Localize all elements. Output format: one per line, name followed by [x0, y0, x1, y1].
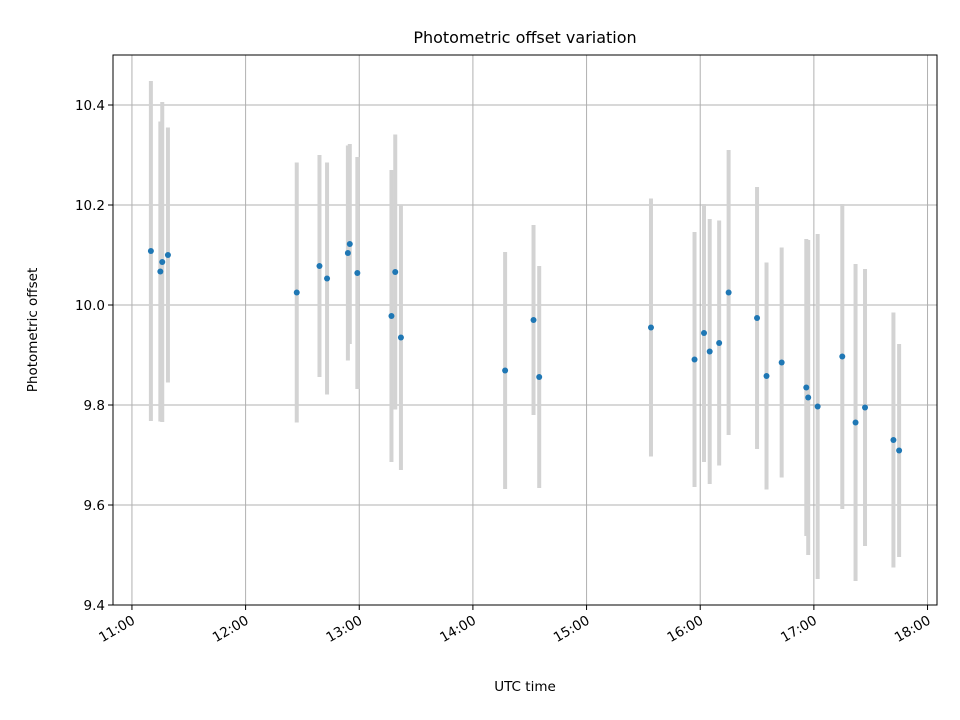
- data-point: [691, 356, 698, 363]
- data-point: [536, 374, 543, 380]
- data-point: [502, 367, 509, 374]
- data-point: [754, 315, 761, 321]
- data-point: [530, 317, 537, 323]
- x-tick-label: 16:00: [665, 613, 707, 646]
- data-point: [157, 268, 164, 275]
- data-point: [647, 324, 654, 331]
- data-point: [805, 394, 812, 401]
- data-point: [392, 269, 399, 275]
- data-point: [716, 340, 723, 346]
- x-tick-label: 12:00: [210, 613, 252, 646]
- data-point: [397, 334, 404, 341]
- data-point: [725, 289, 732, 296]
- y-tick-label: 10.4: [75, 98, 105, 114]
- data-point: [814, 403, 821, 410]
- y-axis-label: Photometric offset: [25, 268, 41, 392]
- data-point: [803, 384, 810, 391]
- x-tick-label: 17:00: [778, 613, 820, 646]
- x-axis-label: UTC time: [494, 679, 556, 695]
- grid: [113, 55, 937, 606]
- data-point: [890, 437, 897, 443]
- data-point: [159, 259, 166, 265]
- data-point: [324, 275, 331, 282]
- x-tick-label: 11:00: [96, 613, 138, 646]
- x-tick-label: 15:00: [551, 613, 593, 646]
- data-point: [862, 404, 869, 411]
- data-point: [164, 252, 171, 258]
- plot-frame: [112, 54, 938, 606]
- y-tick-label: 9.4: [84, 598, 105, 614]
- data-point: [852, 419, 859, 426]
- data-point: [354, 270, 361, 276]
- data-point: [316, 263, 323, 269]
- data-point: [344, 250, 351, 256]
- data-point: [896, 447, 903, 454]
- y-tick-label: 9.8: [84, 398, 105, 414]
- data-point: [388, 313, 395, 319]
- x-tick-label: 13:00: [324, 613, 366, 646]
- y-tick-label: 10.2: [75, 198, 105, 214]
- x-tick-label: 18:00: [892, 613, 934, 646]
- data-point: [778, 359, 785, 366]
- data-point: [706, 348, 713, 355]
- data-point: [701, 330, 708, 336]
- y-axis-ticks: 9.4 9.6 9.8 10.0 10.2 10.4: [75, 98, 113, 614]
- data-point: [839, 353, 846, 360]
- y-tick-label: 10.0: [75, 298, 105, 314]
- data-points: [147, 241, 903, 454]
- data-point: [763, 373, 770, 379]
- x-tick-label: 14:00: [437, 613, 479, 646]
- chart-title: Photometric offset variation: [413, 28, 636, 47]
- data-point: [293, 289, 300, 296]
- data-point: [346, 241, 353, 247]
- data-point: [147, 248, 154, 254]
- error-bars: [148, 81, 902, 581]
- y-tick-label: 9.6: [84, 498, 105, 514]
- x-axis-ticks: 11:00 12:00 13:00 14:00 15:00 16:00 17:00 18:00: [96, 605, 934, 646]
